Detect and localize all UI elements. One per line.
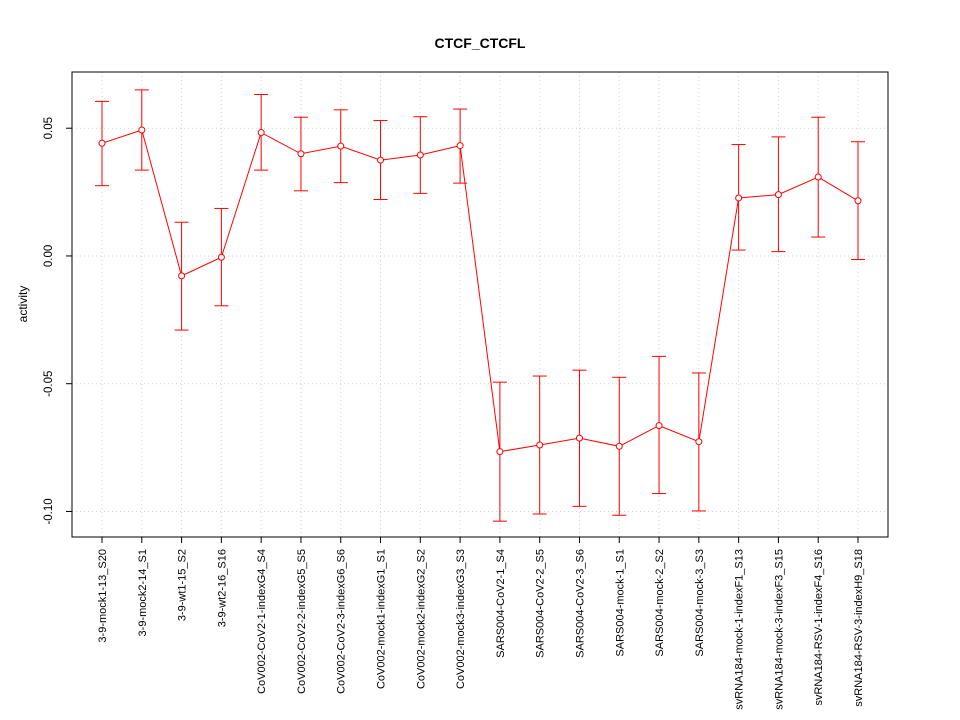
x-tick-label: SARS004-CoV2-2_S5 xyxy=(535,549,547,658)
x-tick-label: svRNA184-mock-1-indexF1_S13 xyxy=(734,549,746,710)
data-point xyxy=(496,448,504,456)
x-tick-label: CoV002-CoV2-3-indexG6_S6 xyxy=(336,549,348,694)
data-point xyxy=(138,126,146,134)
x-tick-label: CoV002-CoV2-1-indexG4_S4 xyxy=(256,549,268,694)
data-point xyxy=(695,438,703,446)
chart-title: CTCF_CTCFL xyxy=(435,35,526,51)
data-point xyxy=(217,253,225,261)
data-point xyxy=(575,434,583,442)
data-point xyxy=(655,422,663,430)
data-point xyxy=(774,191,782,199)
x-tick-label: SARS004-mock-2_S2 xyxy=(654,549,666,657)
x-tick-label: 3-9-mock2-14_S1 xyxy=(137,549,149,636)
data-point xyxy=(814,173,822,181)
data-point xyxy=(456,142,464,150)
data-point xyxy=(536,441,544,449)
x-tick-label: 3-9-wt2-16_S16 xyxy=(216,549,228,627)
data-point xyxy=(416,151,424,159)
x-tick-label: SARS004-CoV2-3_S6 xyxy=(574,549,586,658)
data-point xyxy=(297,150,305,158)
x-tick-label: SARS004-mock-3_S3 xyxy=(694,549,706,657)
x-tick-label: CoV002-mock2-indexG2_S2 xyxy=(415,549,427,689)
x-tick-label: svRNA184-RSV-3-indexH9_S18 xyxy=(853,549,865,707)
y-tick-label: -0.05 xyxy=(43,371,55,397)
data-point xyxy=(735,194,743,202)
data-point xyxy=(337,142,345,150)
x-tick-label: CoV002-CoV2-2-indexG5_S5 xyxy=(296,549,308,694)
x-tick-label: CoV002-mock3-indexG3_S3 xyxy=(455,549,467,689)
data-point xyxy=(615,442,623,450)
x-tick-label: CoV002-mock1-indexG1_S1 xyxy=(376,549,388,689)
grid xyxy=(72,72,888,537)
series-line xyxy=(101,129,859,453)
data-point xyxy=(257,129,265,137)
x-tick-label: svRNA184-RSV-1-indexF4_S16 xyxy=(813,549,825,706)
x-tick-label: 3-9-wt1-15_S2 xyxy=(177,549,189,621)
data-point xyxy=(178,272,186,280)
y-tick-label: -0.10 xyxy=(43,498,55,524)
x-tick-label: SARS004-mock-1_S1 xyxy=(614,549,626,657)
data-point xyxy=(377,156,385,164)
y-tick-label: 0.00 xyxy=(43,245,55,267)
data-point xyxy=(98,139,106,147)
axes: -0.10 -0.05 0.00 0.05 3-9-mock1-13_S20 3-9-mo… xyxy=(43,117,865,710)
y-axis-label: activity xyxy=(16,286,30,323)
x-tick-label: svRNA184-mock-3-indexF3_S15 xyxy=(773,549,785,710)
x-tick-label: SARS004-CoV2-1_S4 xyxy=(495,549,507,658)
y-tick-label: 0.05 xyxy=(43,117,55,139)
data-point xyxy=(854,197,862,205)
plot-frame xyxy=(71,71,889,538)
x-tick-label: 3-9-mock1-13_S20 xyxy=(97,549,109,643)
data-layer xyxy=(95,89,865,522)
